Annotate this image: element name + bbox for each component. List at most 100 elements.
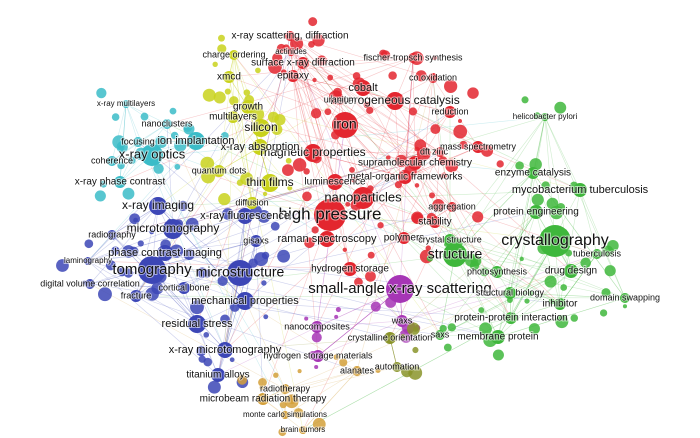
edge bbox=[151, 269, 226, 351]
node-label: crystalline orientation bbox=[348, 332, 433, 342]
minor-node bbox=[496, 160, 504, 168]
minor-node bbox=[311, 332, 322, 343]
node bbox=[138, 256, 166, 284]
node-label: fischer-tropsch synthesis bbox=[363, 52, 463, 62]
minor-node bbox=[169, 244, 184, 258]
minor-node bbox=[432, 55, 437, 61]
minor-node bbox=[443, 343, 452, 352]
node-label: focusing bbox=[121, 136, 155, 146]
edge bbox=[509, 116, 546, 294]
minor-node bbox=[145, 287, 159, 301]
minor-node bbox=[310, 108, 322, 119]
node bbox=[311, 321, 323, 333]
minor-node bbox=[607, 239, 619, 252]
node-label: mechanical properties bbox=[191, 295, 299, 307]
minor-node bbox=[370, 301, 381, 312]
node-label: saxs bbox=[431, 329, 450, 339]
edge bbox=[292, 75, 451, 113]
edge bbox=[394, 100, 479, 148]
edge bbox=[89, 205, 159, 285]
minor-node bbox=[261, 280, 267, 286]
node-label: coherence bbox=[91, 155, 133, 165]
node bbox=[335, 95, 345, 105]
edge bbox=[334, 181, 351, 270]
node bbox=[352, 187, 374, 209]
edge bbox=[217, 300, 246, 376]
node bbox=[236, 292, 254, 310]
edge bbox=[449, 239, 626, 299]
minor-node bbox=[327, 74, 334, 81]
edge bbox=[449, 116, 546, 241]
edge bbox=[497, 270, 572, 338]
edge bbox=[89, 240, 257, 285]
edge bbox=[292, 75, 314, 154]
node-label: uranium bbox=[324, 94, 357, 104]
minor-node bbox=[297, 369, 302, 374]
node bbox=[107, 230, 117, 240]
node-label: quantum dots bbox=[192, 165, 247, 175]
node-label: silicon bbox=[244, 120, 277, 134]
edge bbox=[449, 239, 561, 305]
edge bbox=[414, 162, 453, 208]
node-label: microbeam radiation therapy bbox=[200, 394, 327, 405]
minor-node bbox=[394, 181, 402, 189]
edge bbox=[401, 253, 598, 322]
node-label: tomography bbox=[112, 261, 192, 278]
node bbox=[285, 31, 295, 41]
minor-node bbox=[472, 211, 484, 223]
minor-node bbox=[287, 185, 293, 191]
minor-node bbox=[411, 212, 423, 224]
minor-node bbox=[220, 132, 229, 140]
minor-node bbox=[123, 268, 134, 278]
edge bbox=[344, 124, 436, 223]
minor-node bbox=[541, 181, 550, 190]
edge bbox=[302, 62, 351, 270]
node bbox=[280, 384, 290, 394]
edge bbox=[292, 75, 453, 208]
minor-node bbox=[98, 287, 112, 302]
minor-node bbox=[342, 247, 347, 252]
edge bbox=[290, 51, 314, 154]
minor-node bbox=[324, 108, 332, 116]
edge bbox=[302, 151, 441, 431]
edge bbox=[89, 283, 286, 390]
edge bbox=[166, 123, 174, 230]
minor-node bbox=[122, 187, 135, 200]
edge bbox=[183, 151, 441, 289]
edge bbox=[262, 214, 331, 400]
node-label: x-ray multilayers bbox=[97, 99, 155, 108]
node bbox=[444, 106, 456, 118]
edge bbox=[247, 106, 581, 191]
edge bbox=[394, 100, 405, 239]
edge bbox=[135, 295, 226, 351]
edge bbox=[172, 151, 426, 230]
edge bbox=[172, 151, 426, 230]
edge bbox=[87, 260, 185, 289]
edge bbox=[344, 124, 456, 256]
edge bbox=[111, 181, 336, 236]
node bbox=[504, 287, 516, 299]
minor-node bbox=[153, 163, 164, 174]
node bbox=[491, 330, 505, 344]
node bbox=[304, 144, 322, 162]
minor-node bbox=[527, 290, 533, 297]
minor-node bbox=[492, 349, 504, 361]
edge bbox=[579, 189, 626, 299]
edge bbox=[111, 103, 127, 162]
minor-node bbox=[363, 101, 370, 109]
minor-node bbox=[415, 70, 427, 82]
node-label: membrane protein bbox=[457, 332, 538, 343]
node bbox=[287, 70, 299, 82]
edge bbox=[89, 283, 185, 289]
edge bbox=[255, 111, 451, 242]
node bbox=[213, 165, 225, 177]
minor-node bbox=[229, 96, 239, 106]
edge bbox=[401, 292, 511, 322]
node bbox=[429, 216, 441, 228]
node-label: mass spectrometry bbox=[440, 141, 517, 151]
minor-node bbox=[601, 288, 611, 298]
node-label: automation bbox=[375, 361, 420, 371]
minor-node bbox=[388, 71, 397, 80]
minor-node bbox=[430, 124, 441, 135]
